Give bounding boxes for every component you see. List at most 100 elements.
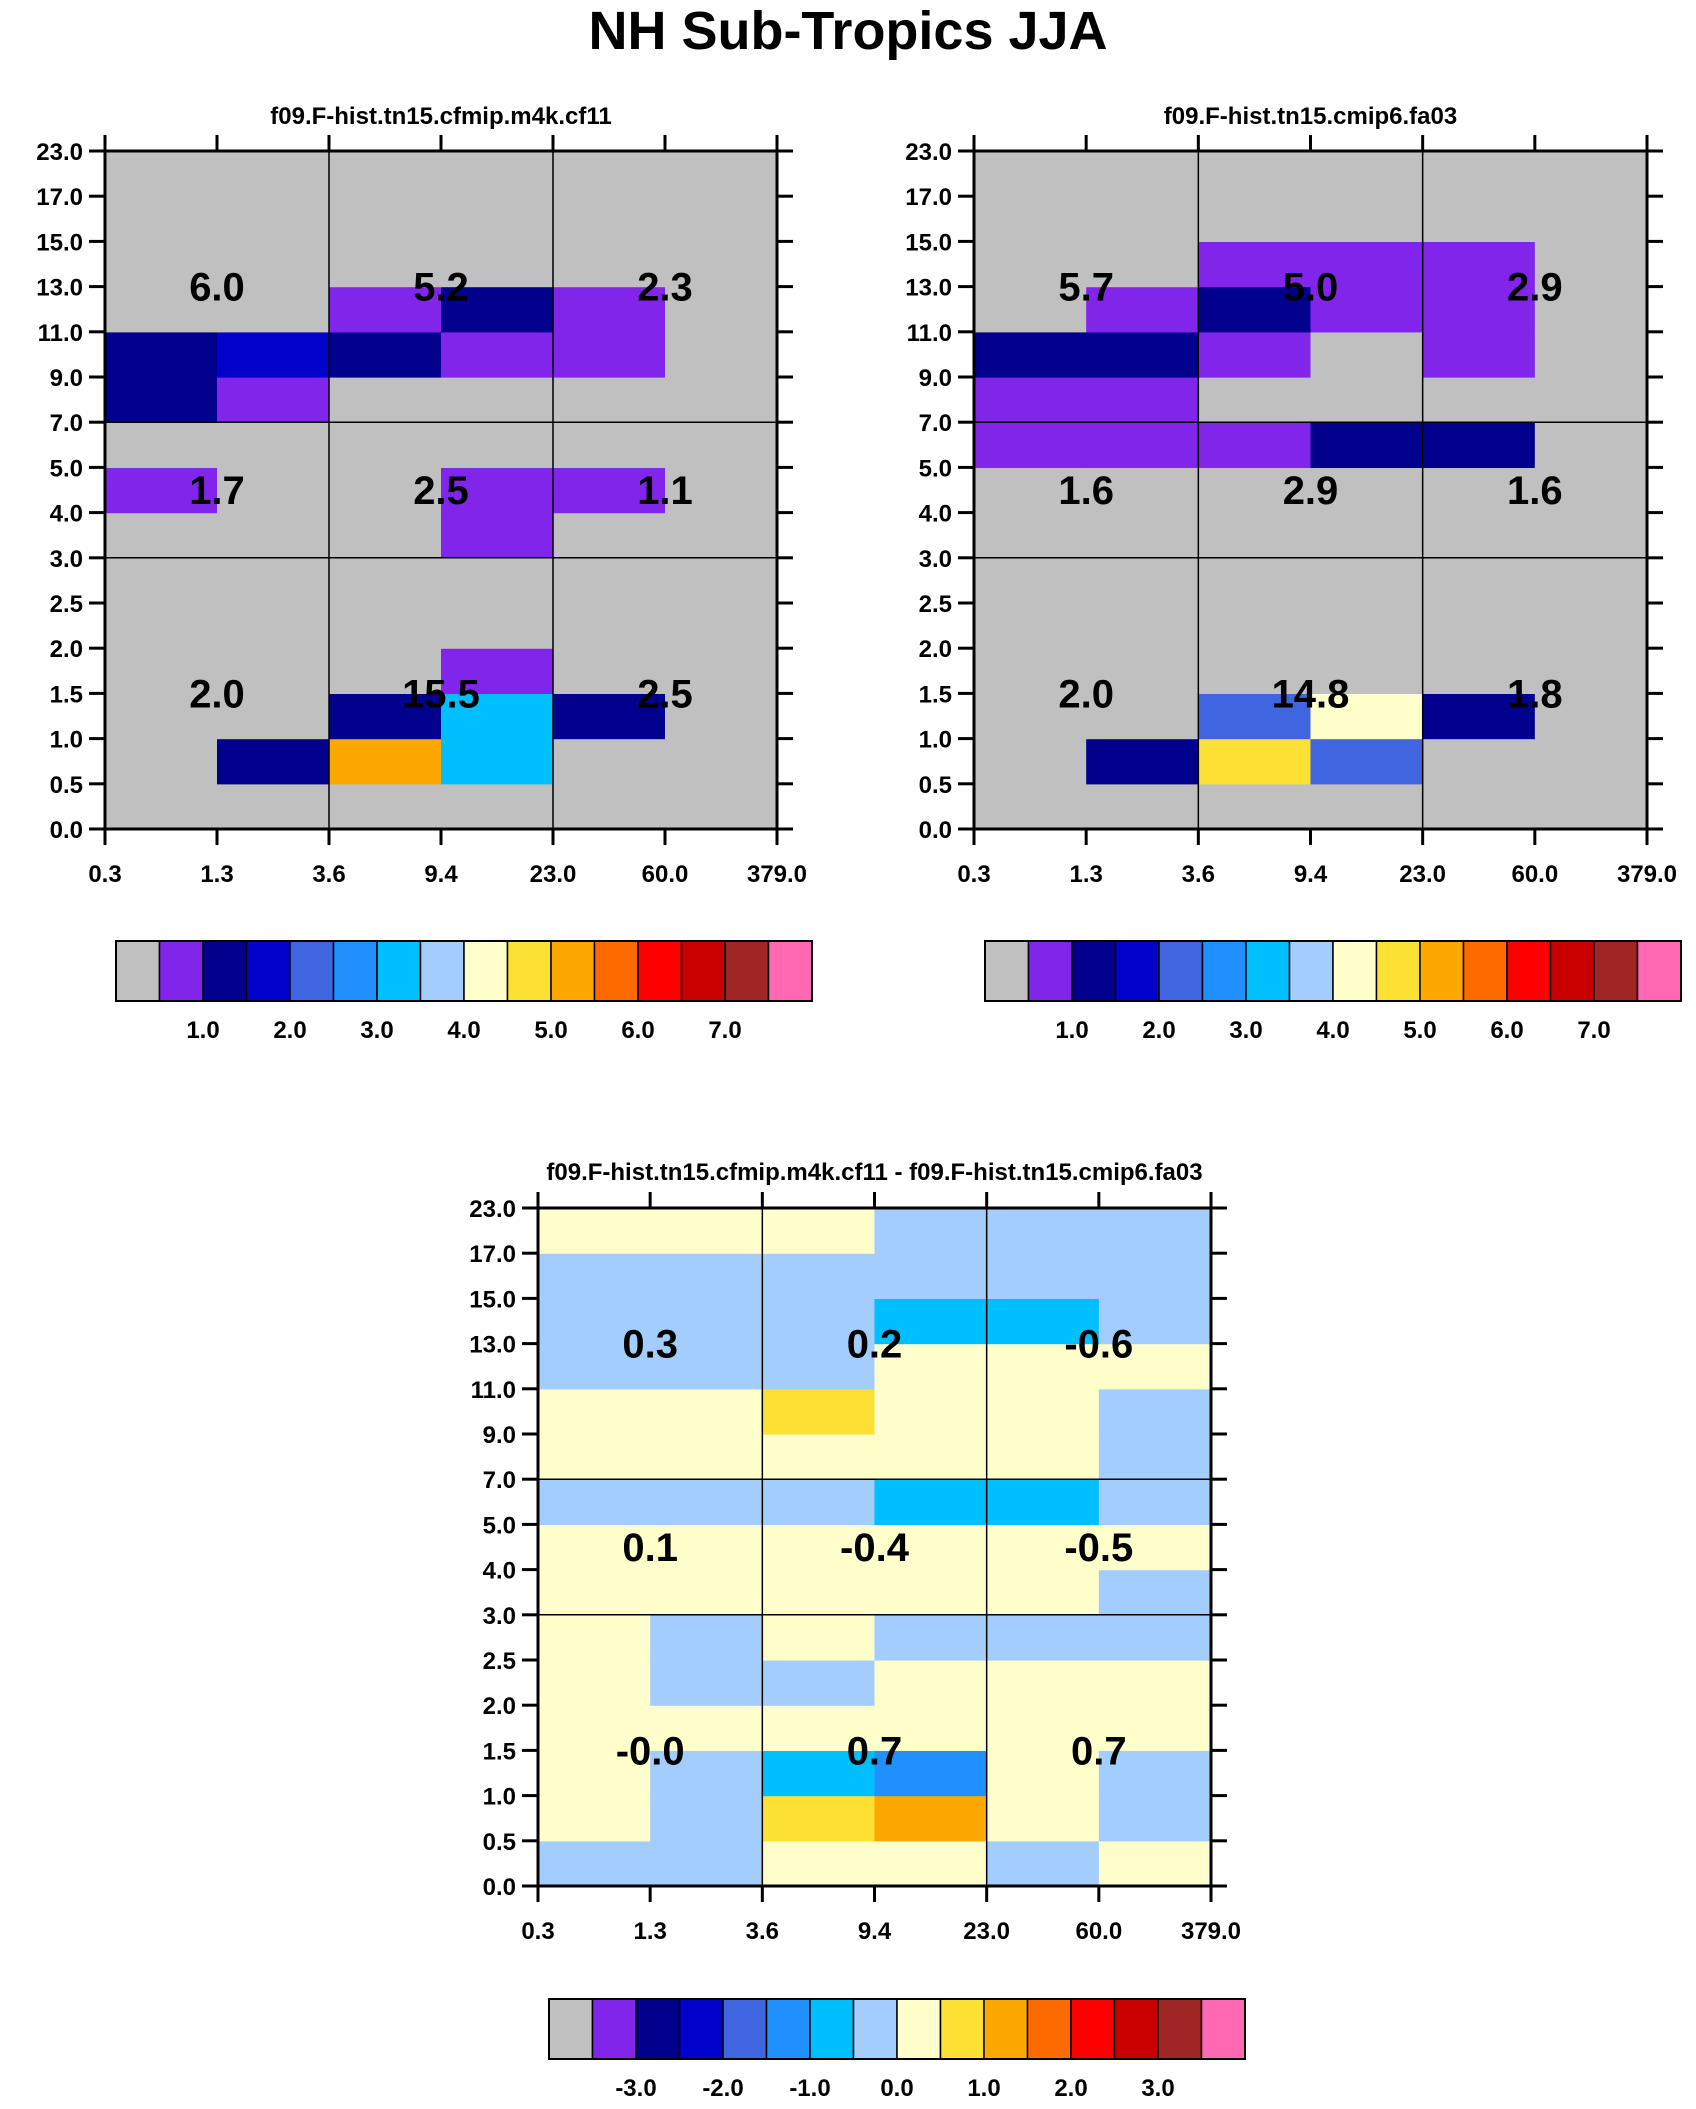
colorbar-swatch xyxy=(1288,940,1334,1002)
heatmap-cell xyxy=(553,241,666,288)
heatmap-cell xyxy=(105,331,218,378)
heatmap-cell xyxy=(1534,467,1648,514)
heatmap-cell xyxy=(986,1388,1100,1435)
colorbar-tick-label: 1.0 xyxy=(967,2075,1000,2102)
heatmap-cell xyxy=(1086,241,1199,288)
heatmap-cell xyxy=(441,422,554,468)
colorbar-tick-label: 5.0 xyxy=(1403,1017,1436,1044)
heatmap-cell xyxy=(974,693,1087,740)
colorbar-tick-label: -3.0 xyxy=(615,2075,656,2102)
heatmap-cell xyxy=(1098,1524,1212,1571)
heatmap-cell xyxy=(538,1253,651,1299)
group-total-label: 2.5 xyxy=(637,672,693,716)
heatmap-cell xyxy=(329,648,442,694)
y-tick-label: 9.0 xyxy=(50,365,83,392)
colorbar-swatch xyxy=(419,940,465,1002)
heatmap-cell xyxy=(329,467,442,514)
colorbar-swatch xyxy=(548,1998,594,2060)
group-total-label: 1.6 xyxy=(1507,469,1563,513)
y-tick-label: 11.0 xyxy=(38,320,83,347)
y-tick-label: 13.0 xyxy=(905,275,952,302)
heatmap-cell xyxy=(105,603,218,649)
y-tick-label: 11.0 xyxy=(907,320,952,347)
heatmap-cell xyxy=(553,512,666,559)
heatmap-cell xyxy=(762,1388,876,1435)
heatmap-cell xyxy=(1422,241,1536,288)
heatmap-cell xyxy=(1086,783,1199,830)
x-tick-label: 23.0 xyxy=(530,861,577,888)
heatmap-cell xyxy=(874,1750,988,1797)
x-tick-label: 379.0 xyxy=(1617,861,1677,888)
heatmap-cell xyxy=(665,422,778,468)
heatmap-cell xyxy=(762,1614,876,1661)
y-tick-label: 9.0 xyxy=(483,1422,516,1449)
heatmap-cell xyxy=(650,1388,763,1435)
colorbar-tick-label: 3.0 xyxy=(360,1017,393,1044)
y-tick-label: 23.0 xyxy=(36,139,83,166)
heatmap-cell xyxy=(217,151,330,197)
colorbar-swatch xyxy=(1200,1998,1246,2060)
heatmap-cell xyxy=(441,196,554,242)
x-tick-label: 0.3 xyxy=(957,861,990,888)
y-tick-label: 17.0 xyxy=(905,184,952,211)
heatmap-cell xyxy=(441,151,554,197)
heatmap-cell xyxy=(1534,512,1648,559)
heatmap-cell xyxy=(1534,693,1648,740)
y-tick-label: 11.0 xyxy=(471,1377,516,1404)
y-tick-label: 9.0 xyxy=(919,365,952,392)
heatmap-cell xyxy=(553,331,666,378)
heatmap-cell xyxy=(762,1840,876,1887)
colorbar-tick-label: 1.0 xyxy=(1055,1017,1088,1044)
heatmap-cell xyxy=(762,1705,876,1751)
heatmap-cell xyxy=(986,1208,1100,1254)
colorbar-swatch xyxy=(1593,940,1639,1002)
heatmap-cell xyxy=(1198,648,1312,694)
colorbar-swatch xyxy=(765,1998,811,2060)
y-tick-label: 17.0 xyxy=(36,184,83,211)
heatmap-cell xyxy=(1198,286,1312,333)
panel-title: f09.F-hist.tn15.cfmip.m4k.cf11 - f09.F-h… xyxy=(546,1159,1202,1186)
colorbar-swatch xyxy=(332,940,378,1002)
heatmap-cell xyxy=(650,1298,763,1345)
heatmap-cell xyxy=(665,603,778,649)
x-tick-label: 9.4 xyxy=(858,1918,892,1945)
heatmap-cell xyxy=(105,512,218,559)
x-tick-label: 3.6 xyxy=(1182,861,1215,888)
heatmap-cell xyxy=(1198,603,1312,649)
heatmap-cell xyxy=(665,783,778,830)
heatmap-cell xyxy=(1198,783,1312,830)
panel-title: f09.F-hist.tn15.cfmip.m4k.cf11 xyxy=(270,103,611,130)
heatmap-cell xyxy=(1086,331,1199,378)
x-tick-label: 23.0 xyxy=(963,1918,1010,1945)
group-total-label: 2.9 xyxy=(1507,266,1563,310)
x-tick-label: 3.6 xyxy=(746,1918,779,1945)
heatmap-cell xyxy=(441,331,554,378)
colorbar-swatch xyxy=(158,940,204,1002)
heatmap-cell xyxy=(217,512,330,559)
colorbar-swatch xyxy=(1375,940,1421,1002)
colorbar-swatch xyxy=(983,1998,1029,2060)
colorbar-swatch xyxy=(678,1998,724,2060)
x-tick-label: 0.3 xyxy=(521,1918,554,1945)
colorbar-frame xyxy=(115,940,813,1002)
heatmap-cell xyxy=(105,557,218,604)
heatmap-cell xyxy=(538,1343,651,1390)
y-tick-label: 0.0 xyxy=(483,1874,516,1901)
heatmap-cell xyxy=(105,286,218,333)
heatmap-cell xyxy=(665,557,778,604)
heatmap-cell xyxy=(329,151,442,197)
heatmap-cell xyxy=(762,1479,876,1525)
heatmap-cell xyxy=(1098,1795,1212,1842)
heatmap-cell xyxy=(1198,422,1312,468)
heatmap-cell xyxy=(1198,241,1312,288)
heatmap-cell xyxy=(650,1343,763,1390)
heatmap-cell xyxy=(538,1660,651,1706)
heatmap-cell xyxy=(553,377,666,423)
heatmap-cell xyxy=(329,512,442,559)
heatmap-cell xyxy=(217,693,330,740)
colorbar-tick-label: 4.0 xyxy=(447,1017,480,1044)
heatmap-cell xyxy=(441,693,554,740)
group-total-label: 0.3 xyxy=(622,1323,678,1367)
x-tick-label: 1.3 xyxy=(200,861,233,888)
colorbar-swatch xyxy=(1419,940,1465,1002)
